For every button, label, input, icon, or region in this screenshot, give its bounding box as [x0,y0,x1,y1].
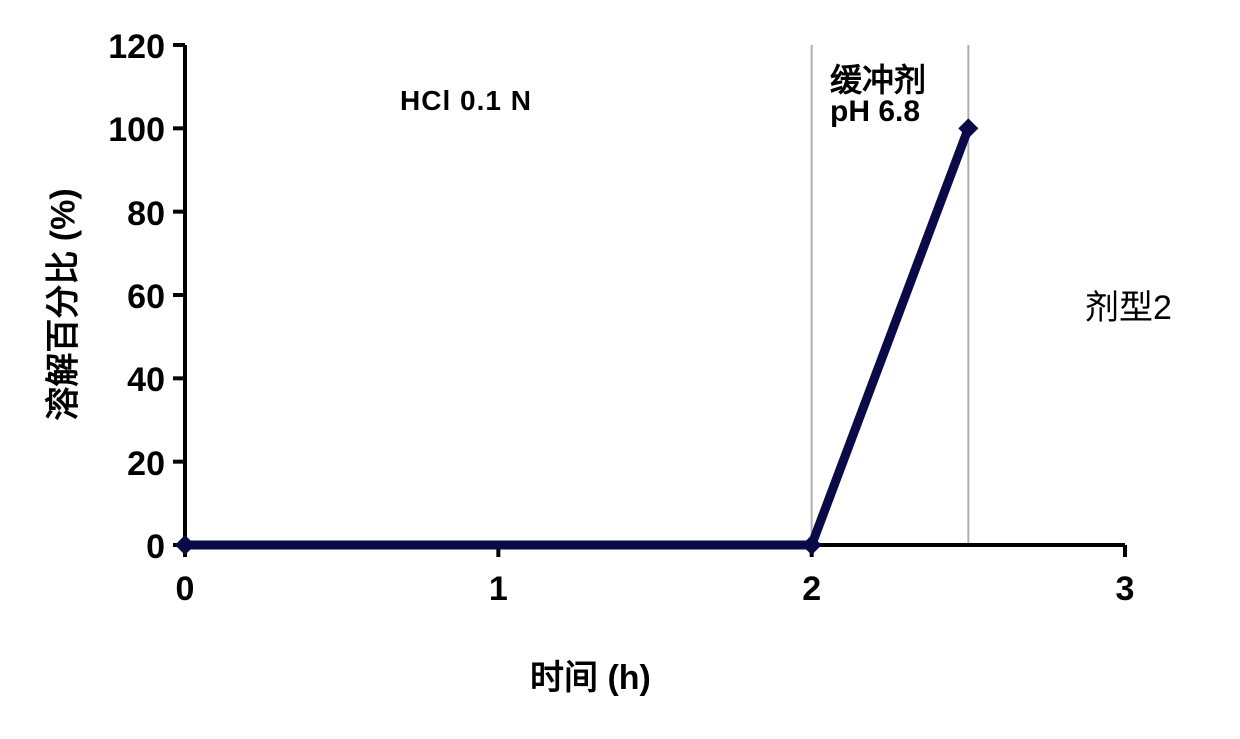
y-tick-label: 20 [90,445,165,484]
y-tick-label: 100 [90,111,165,150]
x-tick-label: 0 [165,570,205,609]
x-tick-label: 1 [478,570,518,609]
y-tick-label: 120 [90,28,165,67]
y-tick-label: 0 [90,528,165,567]
chart-container: 溶解百分比 (%) 时间 (h) 0 20 40 60 80 100 120 0 1 2 3 HC… [0,0,1240,739]
x-tick-label: 2 [792,570,832,609]
annotation-buffer-line2: pH 6.8 [830,95,920,129]
x-tick-label: 3 [1105,570,1145,609]
x-axis-label: 时间 (h) [530,650,651,699]
annotation-hcl: HCl 0.1 N [400,85,532,117]
y-tick-label: 80 [90,195,165,234]
y-tick-label: 60 [90,278,165,317]
legend-label: 剂型2 [1085,280,1172,329]
chart-svg [0,0,1240,739]
y-tick-label: 40 [90,361,165,400]
y-axis-label: 溶解百分比 (%) [36,175,85,435]
